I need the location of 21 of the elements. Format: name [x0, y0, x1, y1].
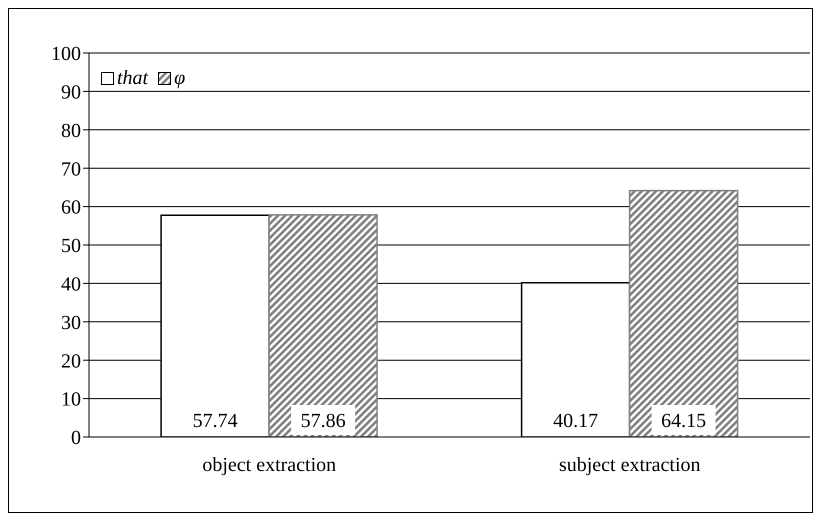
- x-tick-label: subject extraction: [558, 454, 701, 476]
- data-label: 57.74: [192, 410, 238, 432]
- y-tick-label: 70: [61, 158, 81, 180]
- y-tick-label: 10: [61, 388, 81, 411]
- y-tick-label: 50: [61, 235, 81, 258]
- bar: [628, 190, 738, 437]
- data-label: 64.15: [661, 410, 706, 432]
- x-tick-label: object extraction: [202, 454, 336, 476]
- y-tick-label: 80: [61, 120, 81, 142]
- bar: [268, 214, 378, 437]
- legend-label: φ: [174, 67, 186, 90]
- y-tick-label: 60: [61, 196, 81, 219]
- y-tick-label: 90: [61, 82, 81, 104]
- data-label: 40.17: [553, 410, 598, 432]
- y-tick-label: 100: [51, 43, 81, 66]
- y-tick-label: 40: [61, 274, 81, 296]
- data-label: 57.86: [300, 410, 346, 432]
- y-tick-label: 0: [71, 427, 81, 450]
- y-tick-label: 30: [61, 312, 81, 334]
- y-tick-label: 20: [61, 350, 81, 372]
- legend-label: that: [117, 67, 148, 90]
